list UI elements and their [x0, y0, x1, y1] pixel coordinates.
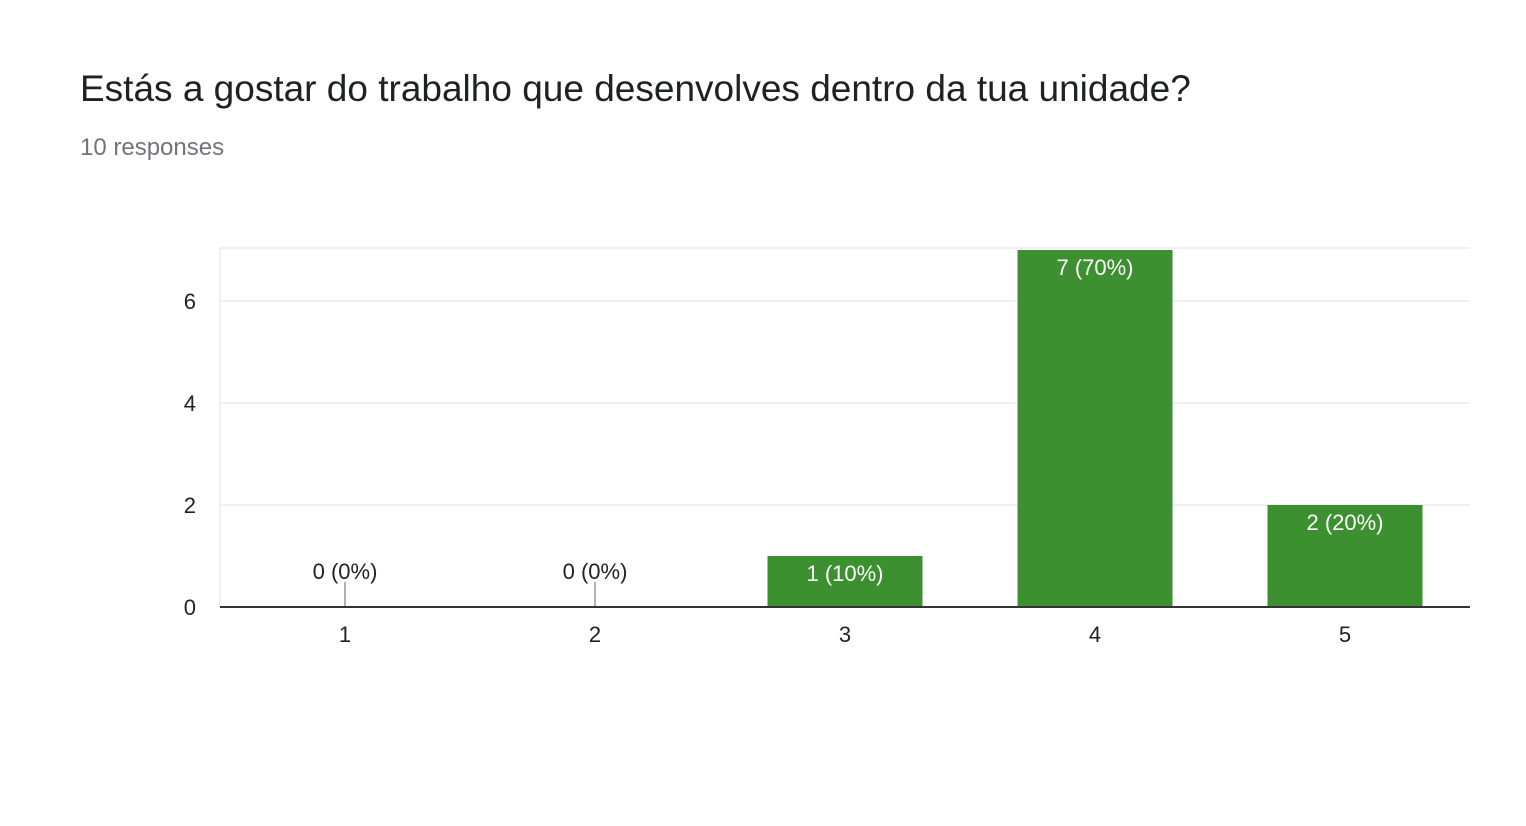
- response-count: 10 responses: [80, 134, 225, 161]
- bar-3: [767, 556, 923, 607]
- data-label-5: 2 (20%): [1306, 510, 1383, 535]
- bar-5: [1267, 505, 1423, 607]
- x-tick-label-4: 4: [1089, 622, 1101, 647]
- y-tick-label-4: 4: [184, 391, 196, 416]
- gridlines: [219, 247, 1470, 607]
- y-tick-label-0: 0: [184, 595, 196, 620]
- x-tick-label-1: 1: [339, 622, 351, 647]
- x-tick-label-2: 2: [589, 622, 601, 647]
- bars: [344, 250, 1423, 607]
- y-tick-label-6: 6: [184, 289, 196, 314]
- data-label-1: 0 (0%): [313, 559, 378, 584]
- x-tick-label-3: 3: [839, 622, 851, 647]
- question-title: Estás a gostar do trabalho que desenvolv…: [80, 68, 1191, 109]
- data-label-4: 7 (70%): [1056, 255, 1133, 280]
- data-label-3: 1 (10%): [806, 561, 883, 586]
- y-tick-label-2: 2: [184, 493, 196, 518]
- data-label-2: 0 (0%): [563, 559, 628, 584]
- labels: 0 2 4 6 0 (0%) 1 0 (0%) 2 1 (10%) 3 7 (70%) 4 2 (20%…: [184, 255, 1384, 647]
- bar-4: [1017, 250, 1173, 607]
- x-tick-label-5: 5: [1339, 622, 1351, 647]
